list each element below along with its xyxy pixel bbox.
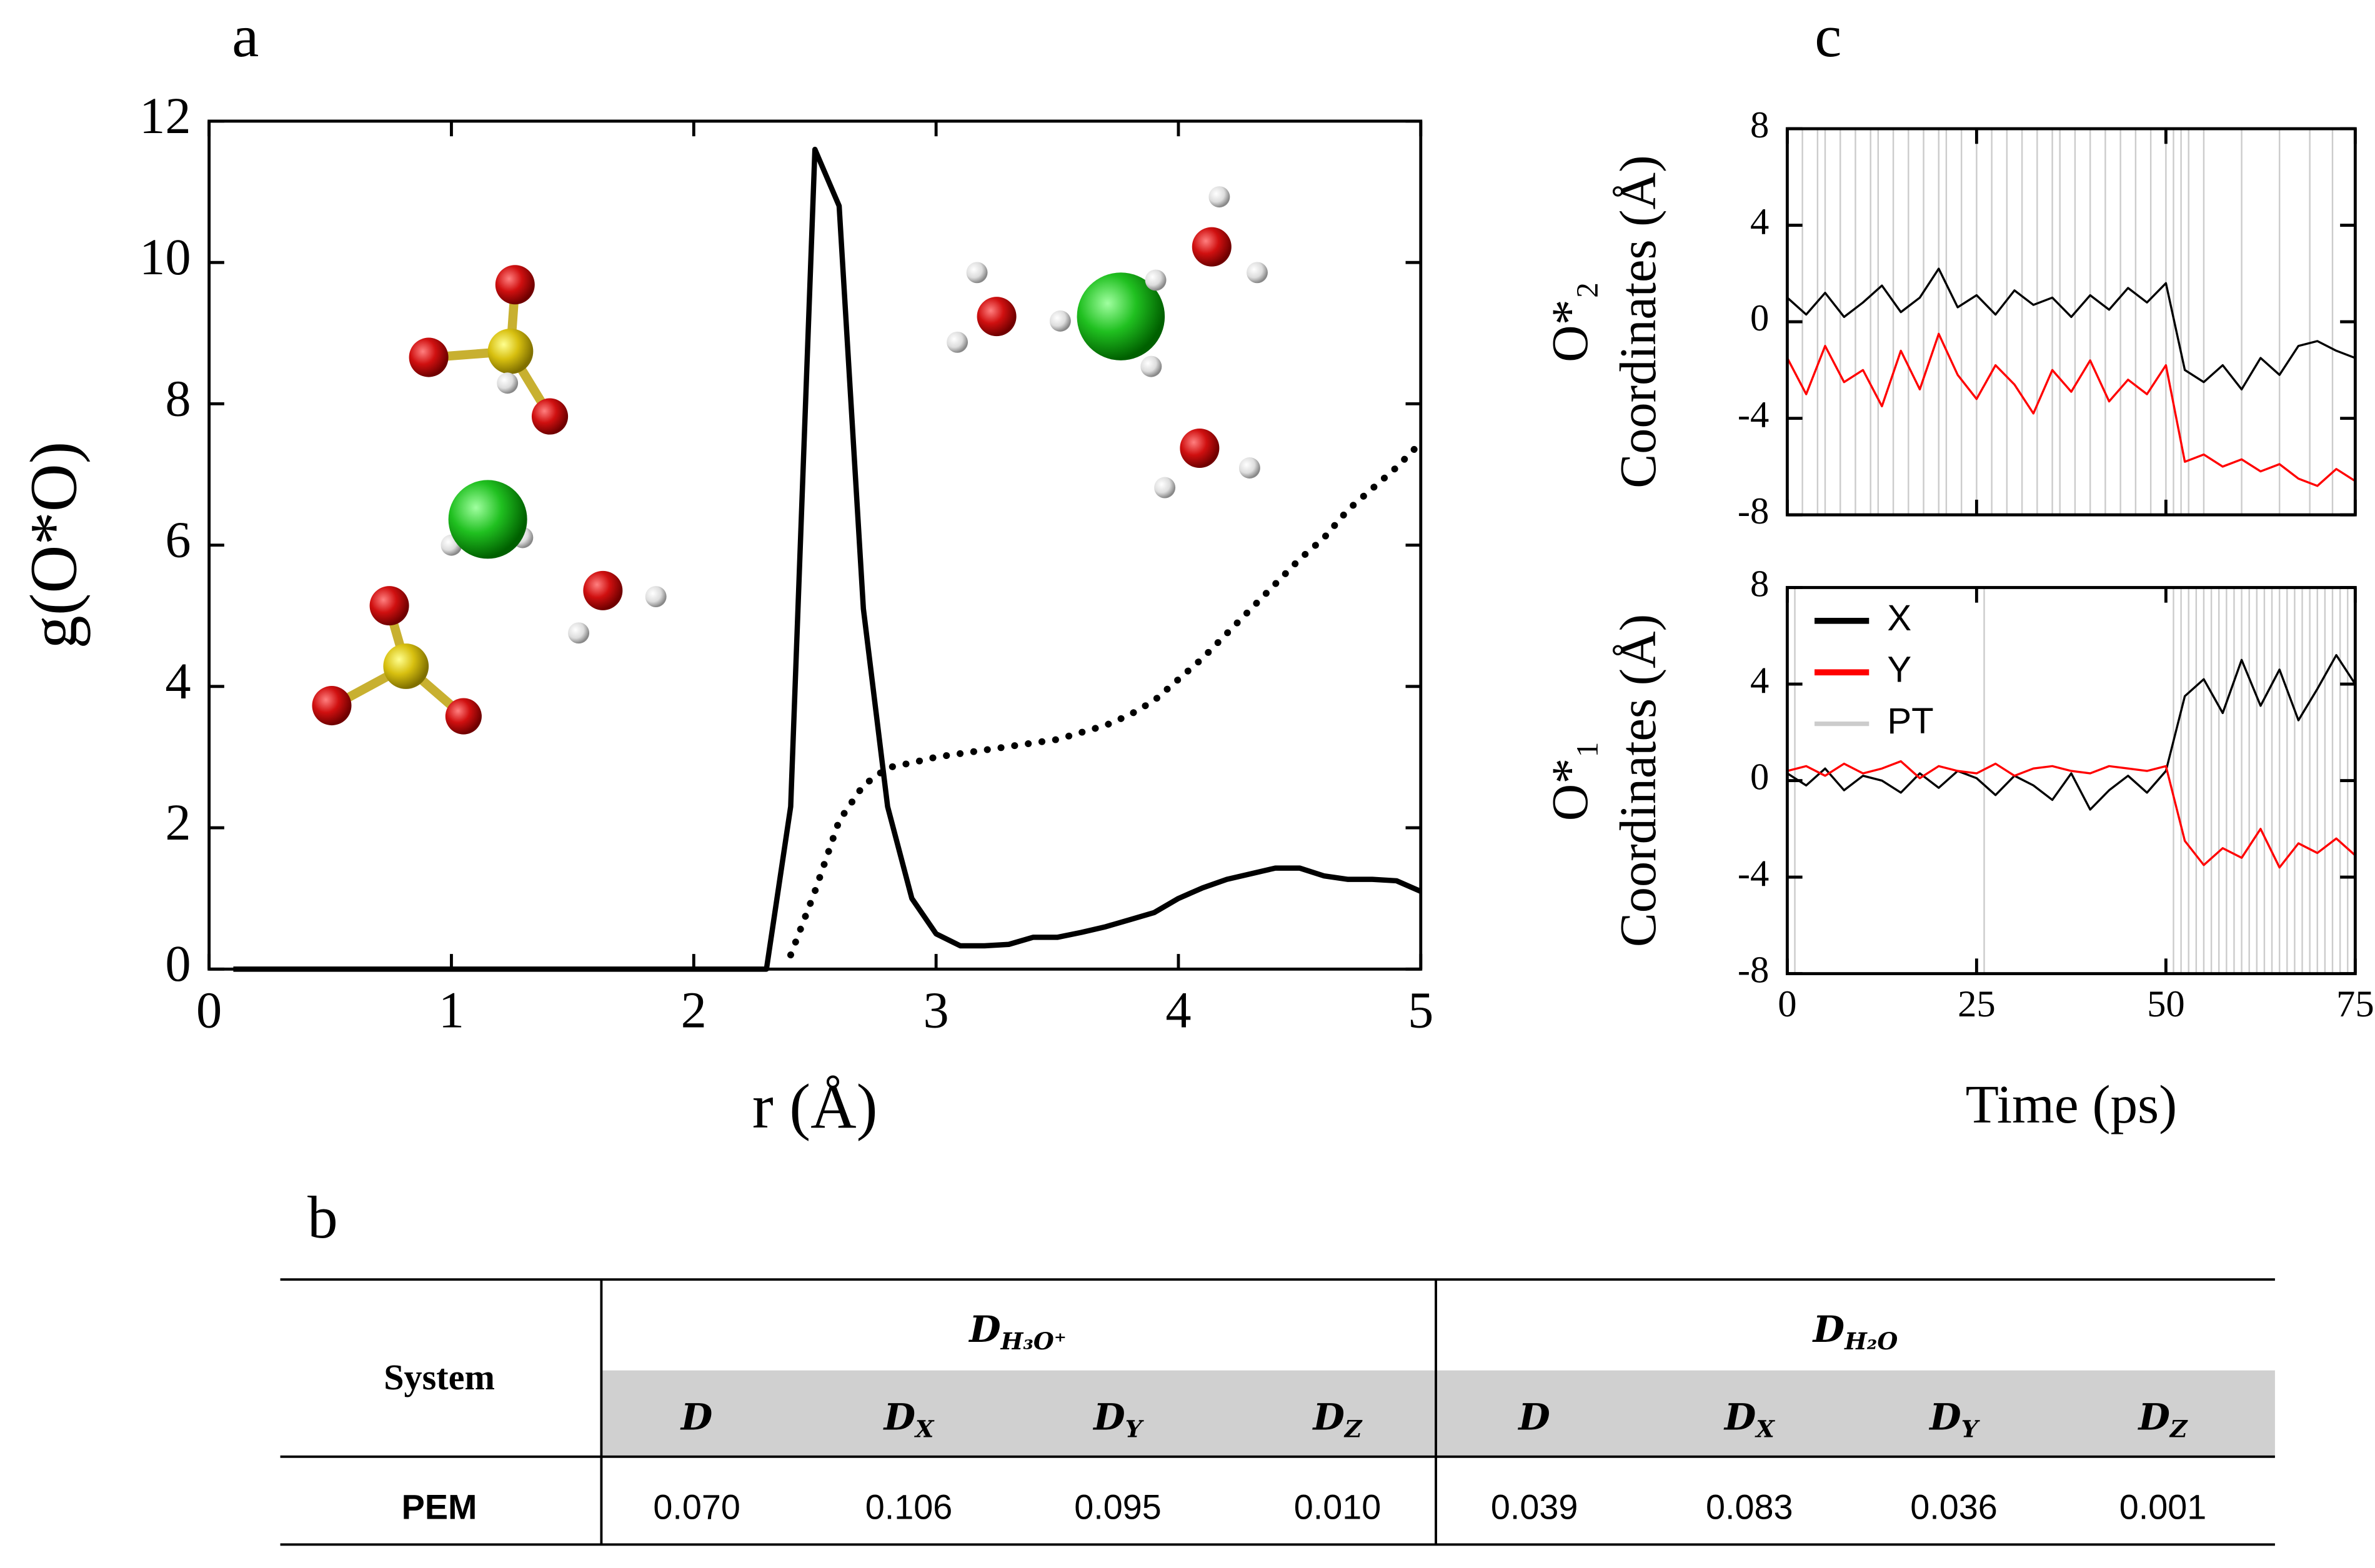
x-tick-label: 3 (924, 981, 949, 1038)
column-header: DX (1723, 1396, 1775, 1442)
subscript: H₃O⁺ (1000, 1327, 1067, 1355)
x-axis-label: Time (ps) (1966, 1074, 2178, 1134)
y-tick-label: 0 (1750, 756, 1769, 798)
y-tick-label: 8 (1750, 104, 1769, 146)
column-header: D (680, 1396, 712, 1439)
table-cell: 0.106 (865, 1487, 953, 1526)
column-header: DH₃O⁺ (968, 1307, 1067, 1354)
molecule-illustration (312, 186, 1268, 735)
symbol: D (968, 1307, 1000, 1351)
x-tick-label: 50 (2147, 983, 2185, 1025)
y-tick-label: -4 (1738, 853, 1769, 895)
y-tick-label: 6 (165, 512, 191, 568)
legend-label: PT (1887, 701, 1933, 742)
table-cell: 0.095 (1074, 1487, 1162, 1526)
y-tick-label: 4 (1750, 201, 1769, 242)
column-header: DY (1092, 1396, 1144, 1442)
y-axis-label: O*₂ (1541, 281, 1598, 362)
x-tick-label: 1 (439, 981, 464, 1038)
column-header: DH₂O (1812, 1307, 1898, 1354)
y-tick-label: -4 (1738, 394, 1769, 436)
column-header: DZ (2138, 1396, 2188, 1442)
subscript: X (914, 1414, 935, 1442)
panel-label: a (232, 2, 259, 69)
column-header: D (1517, 1396, 1550, 1439)
column-header: DZ (1312, 1396, 1362, 1442)
symbol: D (1517, 1396, 1550, 1439)
header-band (601, 1370, 2275, 1457)
y-tick-label: 8 (165, 370, 191, 427)
y-axis-label: g(O*O) (17, 442, 91, 649)
subscript: H₂O (1844, 1327, 1898, 1355)
x-tick-label: 75 (2336, 983, 2374, 1025)
x-tick-label: 25 (1958, 983, 1996, 1025)
y-tick-label: 2 (165, 794, 191, 851)
y-tick-label: 4 (165, 653, 191, 710)
y-tick-label: 12 (139, 87, 191, 144)
data-line (1786, 332, 2356, 487)
panel-label: b (307, 1184, 337, 1251)
symbol: D (1092, 1396, 1125, 1439)
panel-label: c (1815, 2, 1841, 69)
y-tick-label: -8 (1738, 490, 1769, 532)
data-line (1786, 267, 2356, 390)
subscript: Z (2169, 1414, 2188, 1442)
data-line (1786, 760, 2356, 869)
row-label: PEM (402, 1487, 477, 1526)
column-header: DX (883, 1396, 935, 1442)
symbol: D (883, 1396, 915, 1439)
x-tick-label: 0 (196, 981, 222, 1038)
subscript: Y (1125, 1414, 1145, 1442)
y-tick-label: -8 (1738, 950, 1769, 991)
symbol: D (680, 1396, 712, 1439)
x-tick-label: 4 (1165, 981, 1191, 1038)
x-axis-label: r (Å) (752, 1071, 878, 1142)
symbol: D (1312, 1396, 1344, 1439)
subscript: Z (1343, 1414, 1363, 1442)
column-header: DY (1928, 1396, 1980, 1442)
x-tick-label: 2 (681, 981, 707, 1038)
data-line (233, 146, 1422, 972)
legend-label: Y (1887, 650, 1911, 690)
table-cell: 0.010 (1294, 1487, 1382, 1526)
plot-frame (1785, 586, 2357, 976)
y-tick-label: 10 (139, 229, 191, 285)
subscript: X (1755, 1414, 1775, 1442)
y-tick-label: 0 (1750, 297, 1769, 339)
table-cell: 0.070 (653, 1487, 740, 1526)
y-tick-label: 4 (1750, 660, 1769, 702)
symbol: D (1812, 1307, 1845, 1351)
table-cell: 0.001 (2119, 1487, 2207, 1526)
table-cell: 0.083 (1706, 1487, 1793, 1526)
plot-frame (207, 119, 1423, 971)
table-cell: 0.036 (1910, 1487, 1998, 1526)
symbol: D (2138, 1396, 2170, 1439)
data-line (787, 439, 1425, 959)
row-header: System (384, 1357, 495, 1397)
symbol: D (1928, 1396, 1961, 1439)
legend-label: X (1887, 598, 1911, 638)
data-line (1786, 653, 2356, 811)
symbol: D (1723, 1396, 1756, 1439)
subscript: Y (1961, 1414, 1981, 1442)
plot-frame (1785, 127, 2357, 517)
y-tick-label: 8 (1750, 563, 1769, 605)
y-tick-label: 0 (165, 935, 191, 992)
y-axis-label: Coordinates (Å) (1610, 155, 1666, 488)
table-cell: 0.039 (1491, 1487, 1578, 1526)
x-tick-label: 0 (1778, 983, 1796, 1025)
y-axis-label: Coordinates (Å) (1610, 614, 1666, 947)
x-tick-label: 5 (1408, 981, 1433, 1038)
y-axis-label: O*₁ (1541, 740, 1598, 821)
